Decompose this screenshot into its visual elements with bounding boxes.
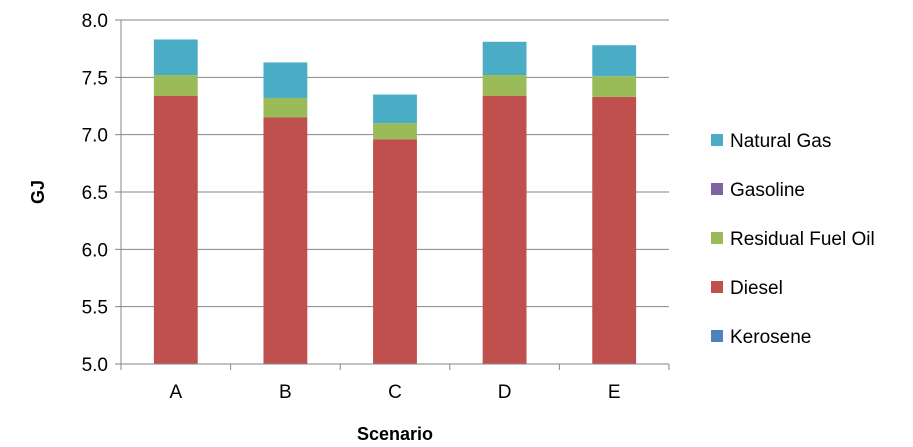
legend-swatch-gasoline xyxy=(711,183,723,195)
legend-label-kerosene: Kerosene xyxy=(730,327,811,348)
bar-b-natural-gas xyxy=(263,62,308,98)
legend-swatch-natural-gas xyxy=(711,134,723,146)
bar-b-diesel xyxy=(263,117,308,364)
legend-swatch-kerosene xyxy=(711,330,723,342)
y-tick-label: 6.0 xyxy=(82,240,108,261)
y-tick-labels: 5.0 5.5 6.0 6.5 7.0 7.5 8.0 xyxy=(82,11,108,376)
bar-e-diesel xyxy=(592,96,637,365)
y-axis-title: GJ xyxy=(28,180,48,204)
x-tick-label: D xyxy=(498,382,512,403)
x-tick-label: C xyxy=(388,382,402,403)
legend: Natural Gas Gasoline Residual Fuel Oil Dies… xyxy=(711,131,875,348)
y-tick-label: 7.5 xyxy=(82,68,108,89)
y-tick-label: 5.0 xyxy=(82,355,108,376)
legend-swatch-diesel xyxy=(711,281,723,293)
y-tick-label: 6.5 xyxy=(82,183,108,204)
bar-a-diesel xyxy=(153,95,198,365)
legend-label-gasoline: Gasoline xyxy=(730,180,805,201)
x-tick-label: E xyxy=(608,382,621,403)
legend-label-natural-gas: Natural Gas xyxy=(730,131,831,152)
bar-a-natural-gas xyxy=(153,39,198,76)
bar-e-residual-fuel-oil xyxy=(592,76,637,97)
bar-c-diesel xyxy=(373,139,417,364)
bar-d-diesel xyxy=(482,95,527,365)
x-tick-label: A xyxy=(169,382,182,403)
y-tick-label: 7.0 xyxy=(82,126,108,147)
y-tick-label: 5.5 xyxy=(82,298,108,319)
bar-a-residual-fuel-oil xyxy=(153,75,198,96)
legend-swatch-residual-fuel-oil xyxy=(711,232,723,244)
x-axis-title: Scenario xyxy=(357,424,433,444)
x-tick-label: B xyxy=(279,382,292,403)
bar-d-natural-gas xyxy=(482,41,527,76)
y-tick-label: 8.0 xyxy=(82,11,108,32)
legend-label-residual-fuel-oil: Residual Fuel Oil xyxy=(730,229,875,250)
bar-b-residual-fuel-oil xyxy=(263,97,308,118)
bar-c-natural-gas xyxy=(373,94,417,124)
bar-e-natural-gas xyxy=(592,45,637,77)
x-tick-labels: A B C D E xyxy=(169,382,620,403)
bar-c-residual-fuel-oil xyxy=(373,123,417,140)
axes xyxy=(115,19,670,370)
bars xyxy=(153,39,637,365)
bar-d-residual-fuel-oil xyxy=(482,75,527,96)
legend-label-diesel: Diesel xyxy=(730,278,783,299)
